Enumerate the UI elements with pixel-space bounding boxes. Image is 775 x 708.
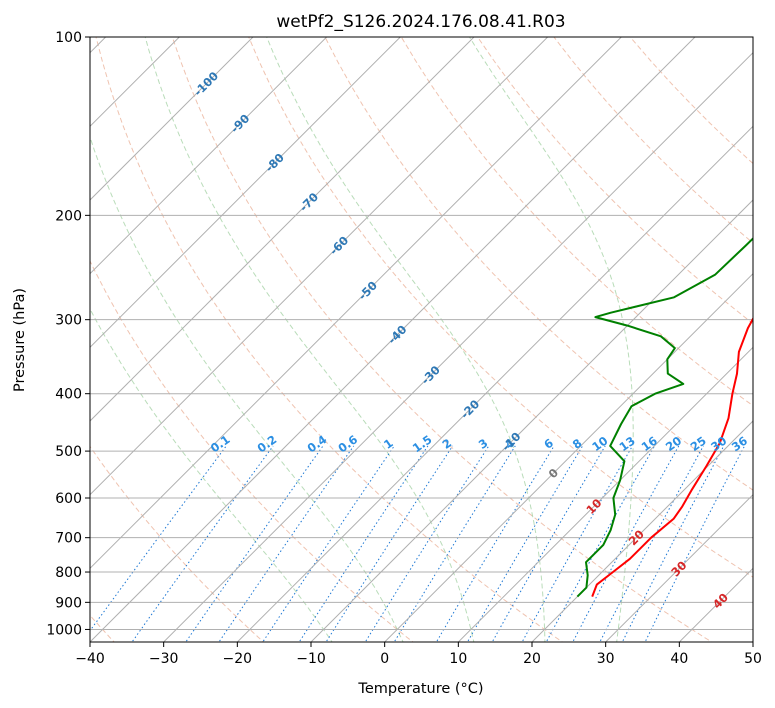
x-tick-label: −10 (296, 651, 326, 667)
sounding-series (576, 237, 753, 598)
dry-adiabat (248, 37, 753, 578)
moist-adiabats (90, 37, 634, 642)
isotherm (90, 37, 475, 422)
mixing-ratio-line (393, 445, 516, 642)
mixing-ratio-line (599, 445, 704, 642)
x-tick-label: −40 (75, 651, 105, 667)
mixing-ratio-line (572, 445, 680, 642)
mixing-ratio-line (325, 445, 454, 642)
pressure-gridlines (90, 37, 753, 630)
isotherm (604, 493, 753, 642)
isotherm (90, 37, 254, 201)
moist-adiabat (468, 37, 634, 642)
dewpoint-line (576, 237, 753, 598)
y-tick-label: 300 (55, 313, 82, 329)
y-tick-label: 500 (55, 444, 82, 460)
isotherms (90, 37, 753, 642)
dry-adiabat (324, 37, 753, 491)
mixing-ratio-line (262, 445, 395, 642)
y-tick-label: 1000 (46, 622, 82, 638)
y-tick-label: 900 (55, 595, 82, 611)
mixing-ratio-line (298, 445, 429, 642)
dry-adiabat (400, 37, 753, 407)
y-tick-label: 600 (55, 491, 82, 507)
isotherm (383, 272, 753, 642)
x-tick-label: 30 (597, 651, 615, 667)
plot-frame (89, 36, 754, 643)
isotherm (90, 37, 181, 128)
isotherm (236, 125, 753, 642)
isotherm (457, 346, 753, 642)
x-tick-label: 10 (449, 651, 467, 667)
x-tick-label: −30 (149, 651, 179, 667)
isotherm (310, 199, 753, 642)
isotherm (90, 37, 696, 642)
dry-adiabats (90, 37, 753, 642)
x-tick-label: 40 (670, 651, 688, 667)
moist-adiabat (90, 135, 404, 642)
y-tick-label: 100 (55, 30, 82, 46)
x-tick-label: 0 (380, 651, 389, 667)
mixing-ratio-line (364, 445, 490, 642)
mixing-ratio-line (185, 445, 324, 642)
x-tick-label: −20 (223, 651, 253, 667)
isotherm (90, 37, 328, 275)
y-tick-label: 200 (55, 208, 82, 224)
temperature-line (591, 316, 753, 597)
isotherm (90, 37, 402, 349)
moist-adiabat (266, 37, 546, 642)
mixing-ratio-line (466, 445, 584, 642)
isotherm (90, 37, 549, 496)
y-tick-label: 800 (55, 565, 82, 581)
isotherm (162, 51, 753, 642)
chart-title: wetPf2_S126.2024.176.08.41.R03 (276, 12, 565, 32)
x-tick-label: 50 (744, 651, 762, 667)
dry-adiabat (95, 37, 564, 642)
y-axis-label: Pressure (hPa) (12, 288, 28, 392)
x-axis-label: Temperature (°C) (357, 681, 483, 697)
y-axis-ticks: 100 200 300 400 500 600 700 800 900 1000 (46, 30, 90, 638)
isotherm (531, 420, 753, 642)
moist-adiabat (90, 308, 333, 642)
isotherm (90, 37, 623, 570)
y-tick-label: 400 (55, 387, 82, 403)
x-axis-ticks: −40 −30 −20 −10 0 10 20 30 40 50 (75, 642, 762, 667)
dry-adiabat (171, 37, 713, 642)
mixing-ratio-line (218, 445, 355, 642)
x-tick-label: 20 (523, 651, 541, 667)
y-tick-label: 700 (55, 531, 82, 547)
